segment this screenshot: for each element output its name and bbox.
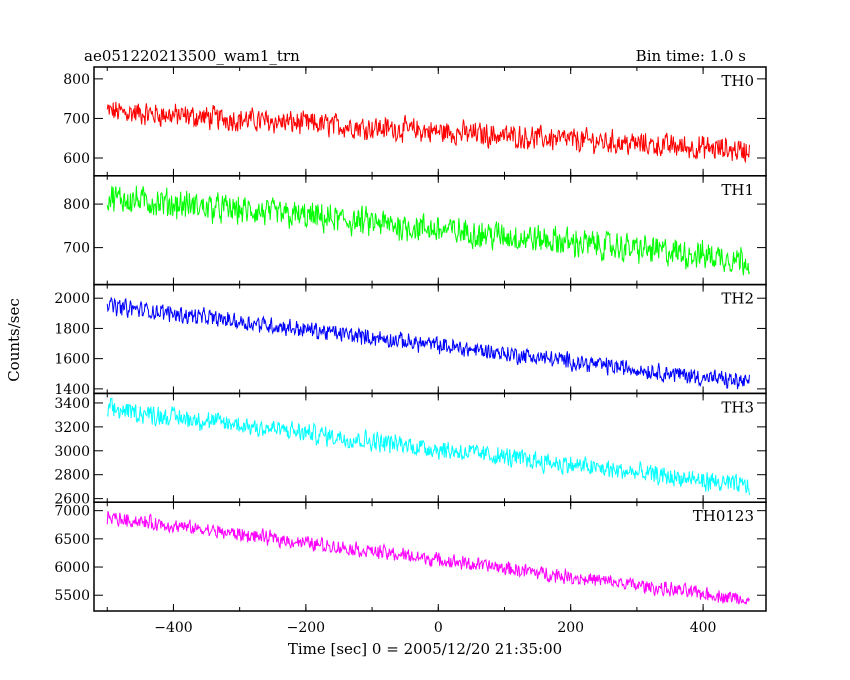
y-tick-label: 2600 (54, 492, 90, 508)
series-line-th0 (106, 101, 750, 164)
series-line-th0123 (106, 511, 750, 605)
x-tick-label: 0 (434, 620, 443, 636)
y-tick-label: 2000 (54, 291, 90, 307)
panel-frame (93, 392, 767, 503)
panel-label: TH0123 (693, 507, 754, 525)
y-tick-label: 3200 (54, 420, 90, 436)
x-tick-label: −400 (154, 620, 192, 636)
y-tick-label: 1600 (54, 352, 90, 368)
y-tick-label: 1400 (54, 382, 90, 398)
y-tick-label: 6000 (54, 560, 90, 576)
panel-label: TH1 (721, 181, 754, 199)
x-axis-label: Time [sec] 0 = 2005/12/20 21:35:00 (288, 640, 562, 658)
y-tick-label: 800 (63, 72, 90, 88)
y-tick-label: 600 (63, 151, 90, 167)
panel-th3: 2600 2800 3000 3200 3400 TH3 (54, 392, 767, 508)
x-tick-label: 400 (690, 620, 717, 636)
y-tick-label: 700 (63, 241, 90, 257)
y-tick-label: 800 (63, 197, 90, 213)
panel-th0: 600 700 800 TH0 (63, 66, 767, 177)
y-axis-label: Counts/sec (5, 298, 23, 382)
x-tick-label: 200 (557, 620, 584, 636)
panel-label: TH3 (721, 398, 754, 416)
panel-th0123: 5500 6000 6500 7000 TH0123 (54, 501, 767, 612)
y-tick-label: 3000 (54, 444, 90, 460)
y-tick-label: 7000 (54, 504, 90, 520)
y-tick-label: 3400 (54, 396, 90, 412)
y-tick-label: 2800 (54, 468, 90, 484)
panel-th2: 1400 1600 1800 2000 TH2 (54, 283, 767, 398)
chart-subtitle: Bin time: 1.0 s (636, 47, 746, 65)
x-tick-label: −200 (287, 620, 325, 636)
y-tick-label: 1800 (54, 321, 90, 337)
panel-frame (93, 501, 767, 612)
y-tick-label: 5500 (54, 588, 90, 604)
x-axis-ticks: −400 −200 0 200 400 (154, 620, 716, 636)
series-line-th3 (106, 397, 750, 496)
series-line-th2 (106, 296, 750, 390)
y-tick-label: 6500 (54, 532, 90, 548)
chart-title: ae051220213500_wam1_trn (84, 47, 300, 65)
panel-label: TH0 (721, 72, 754, 90)
panel-th1: 700 800 TH1 (63, 175, 767, 286)
panels: 600 700 800 TH0 700 800 TH1 1400 1600 1800 2000 TH2… (54, 66, 767, 612)
y-tick-label: 700 (63, 111, 90, 127)
series-line-th1 (106, 185, 750, 276)
panel-label: TH2 (721, 290, 754, 308)
